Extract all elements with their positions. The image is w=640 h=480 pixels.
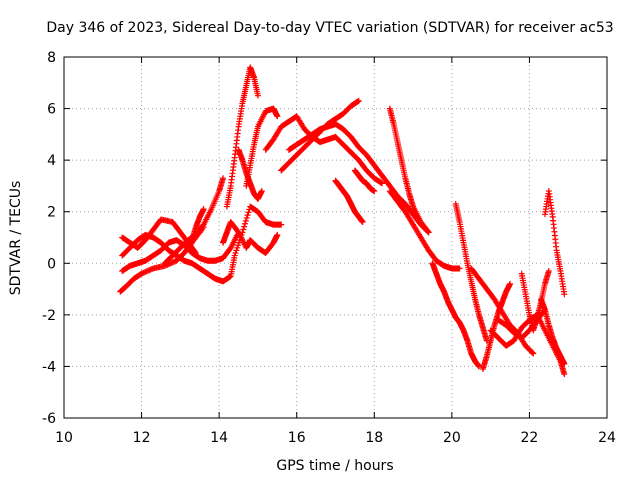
series-arc-7 [220,219,281,256]
series-arc-4 [119,216,199,256]
x-tick-label: 12 [133,430,151,446]
x-tick-label: 18 [365,430,383,446]
data-point [240,226,247,233]
series-arc-16 [386,105,432,236]
data-point [220,175,227,182]
data-point [379,180,386,187]
x-tick-label: 16 [288,430,306,446]
x-tick-label: 24 [598,430,616,446]
data-point [456,265,463,272]
x-tick-label: 22 [521,430,539,446]
plot-frame [63,56,608,419]
data-point [274,231,281,238]
series-arc-8 [223,64,261,210]
series-arc-21 [479,280,514,373]
data-point [561,291,568,298]
series-arc-14 [332,177,366,226]
series-arc-6 [188,206,207,244]
data-point [245,209,252,216]
x-tick-label: 10 [55,430,73,446]
data-point [274,113,281,120]
y-tick-label: -4 [42,359,56,375]
series-arc-15 [351,167,378,195]
data-point [355,97,362,104]
x-tick-label: 20 [443,430,461,446]
series-arc-20 [468,265,537,357]
data-marks [117,64,568,378]
x-tick-label: 14 [210,430,228,446]
y-tick-label: -2 [42,308,56,324]
series-arc-18 [429,260,483,370]
data-point [425,229,432,236]
data-point [530,350,537,357]
x-axis-label: GPS time / hours [276,458,393,474]
data-point [424,228,431,235]
data-point [242,220,248,227]
data-point [507,280,514,287]
y-tick-label: 4 [47,153,56,169]
data-point [200,206,207,213]
data-point [371,188,378,195]
data-point [192,249,199,256]
series-arc-3 [119,229,242,275]
series-arc-19 [452,200,490,344]
series-arc-26 [495,306,548,342]
y-tick-label: 0 [47,256,56,272]
series-arc-25 [541,188,568,298]
data-point [258,188,265,195]
series-arc-11 [278,97,362,174]
data-point [541,306,548,313]
data-point [241,223,248,230]
series-arc-10 [235,146,265,202]
data-point [359,219,366,226]
chart-title: Day 346 of 2023, Sidereal Day-to-day VTE… [46,20,613,36]
data-point [561,371,568,378]
y-tick-label: -6 [42,411,56,427]
series-arc-24 [538,296,568,367]
y-tick-label: 8 [47,50,56,66]
data-point [278,221,285,228]
data-point [244,212,251,219]
data-point [529,349,536,356]
data-point [192,248,199,255]
y-tick-label: 6 [47,102,56,118]
series-arc-12 [262,113,386,187]
data-point [545,268,552,275]
series-arc-17 [386,188,463,272]
y-tick-label: 2 [47,205,56,221]
data-point [243,215,250,222]
y-axis-label: SDTVAR / TECUs [8,181,24,296]
data-point [561,360,568,367]
data-point [254,92,261,99]
data-point [541,307,548,314]
data-point [242,217,249,224]
